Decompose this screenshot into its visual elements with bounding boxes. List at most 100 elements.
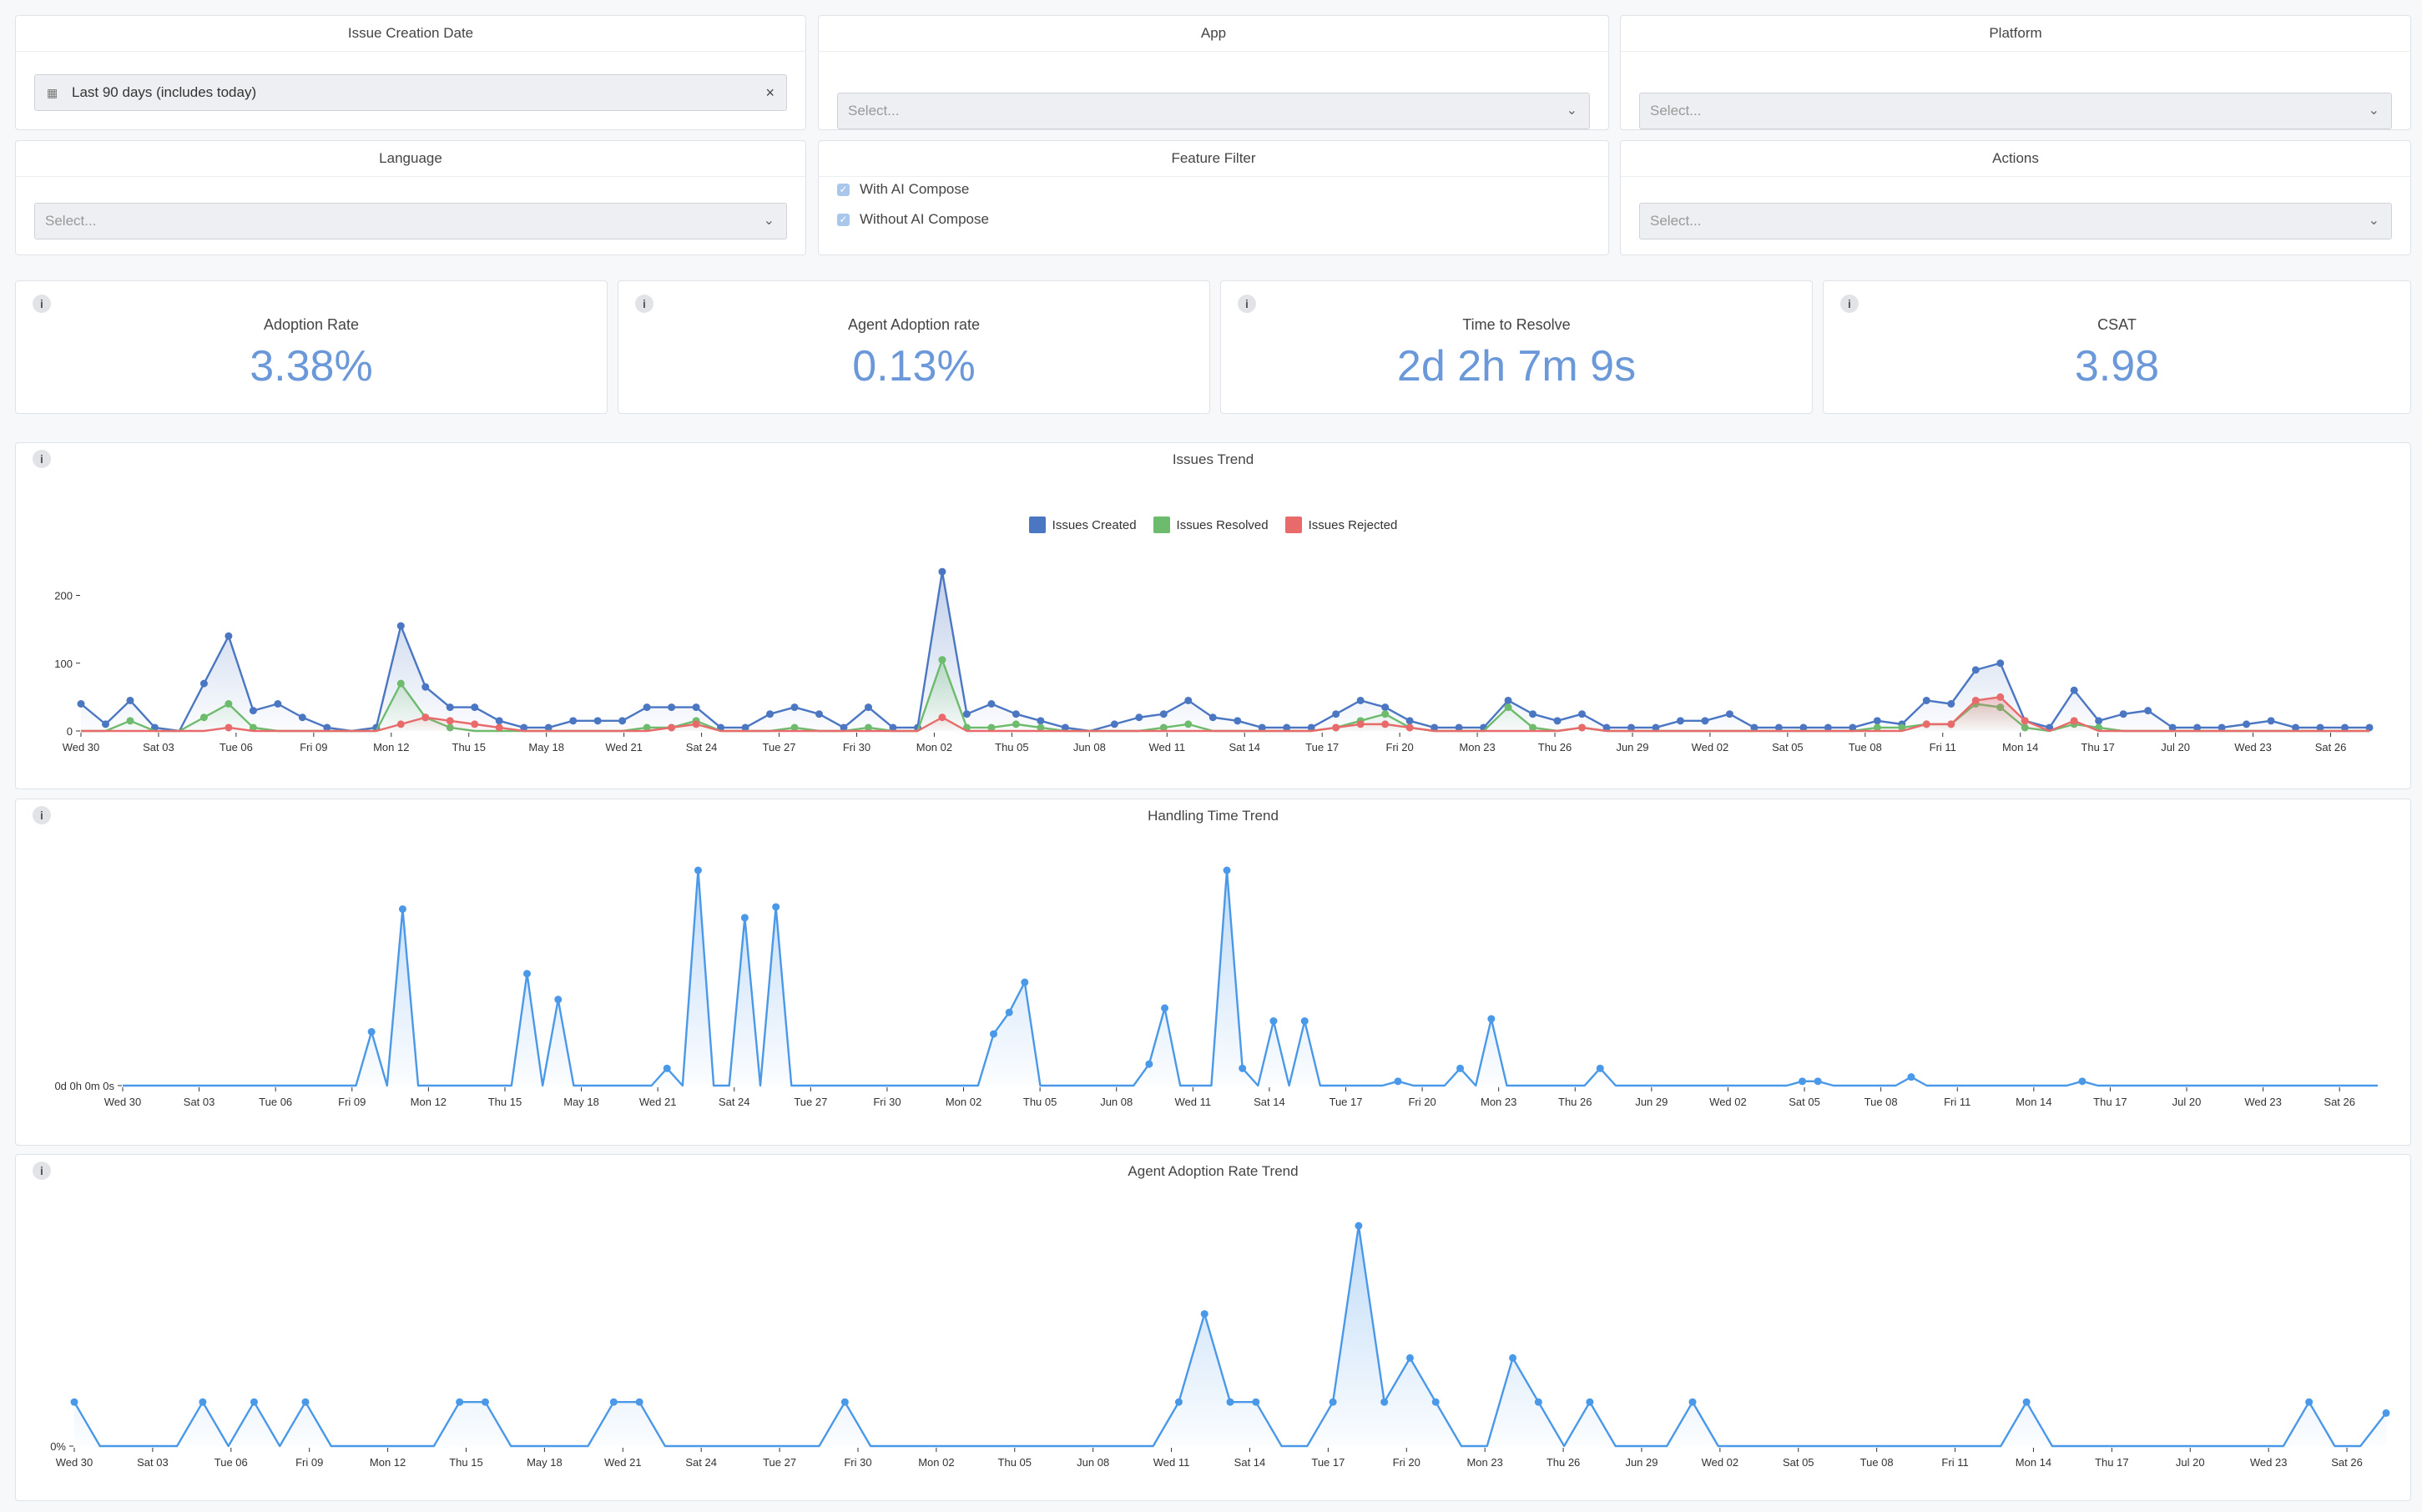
filter-title: Language [16,141,805,177]
data-point [1602,723,1611,732]
select-placeholder: Select... [1650,103,1702,118]
x-tick-label: Wed 21 [605,741,643,753]
data-point [1332,710,1340,718]
data-point [987,723,996,732]
data-point [663,1064,671,1072]
data-point [495,723,503,732]
checkbox-without-ai-compose[interactable]: ✓ Without AI Compose [837,211,989,228]
x-tick-label: Mon 14 [2016,1096,2051,1108]
checkbox-label: With AI Compose [860,181,970,197]
data-point [889,723,897,732]
calendar-icon: ▦ [47,86,58,99]
data-point [1627,723,1635,732]
x-tick-label: Mon 02 [918,1456,954,1469]
data-point [1184,696,1193,704]
data-point [987,700,996,708]
x-tick-label: Thu 26 [1538,741,1572,753]
legend-swatch [1153,517,1170,533]
y-tick-label: 100 [54,658,73,670]
data-point [1596,1064,1604,1072]
legend-item-created[interactable]: Issues Created [1028,517,1137,533]
data-point [1381,703,1390,712]
close-icon[interactable]: × [765,84,775,101]
chart-legend: Issues Created Issues Resolved Issues Re… [16,517,2410,533]
data-point [2243,720,2251,728]
data-point [1380,1398,1389,1406]
x-tick-label: Tue 27 [763,741,796,753]
data-point [1332,723,1340,732]
x-tick-label: Thu 05 [1023,1096,1057,1108]
x-tick-label: Wed 30 [63,741,100,753]
filter-feature: Feature Filter ✓ With AI Compose ✓ Witho… [818,140,1609,255]
legend-item-rejected[interactable]: Issues Rejected [1284,517,1397,533]
kpi-agent-adoption-rate: i Agent Adoption rate 0.13% [618,280,1210,414]
data-point [2078,1077,2086,1086]
data-point [635,1398,643,1406]
data-point [554,995,563,1004]
info-icon[interactable]: i [1238,295,1256,313]
data-point [522,970,531,978]
data-point [1824,723,1832,732]
filter-title: App [819,16,1608,52]
select-placeholder: Select... [45,213,97,229]
data-point [1529,723,1537,732]
data-point [1307,723,1315,732]
kpi-label: Adoption Rate [263,316,360,333]
info-icon[interactable]: i [33,295,51,313]
data-point [938,567,946,576]
x-tick-label: Thu 17 [2095,1456,2128,1469]
data-point [396,720,405,728]
handling-time-trend-chart: 0d 0h 0m 0s Wed 30 Sat 03 Tue 06 Fri 09 Mon 1… [54,866,2378,1108]
data-point [1688,1398,1697,1406]
actions-select[interactable]: Select... ⌄ [1639,203,2392,239]
x-tick-label: Wed 02 [1702,1456,1739,1469]
info-icon[interactable]: i [1840,295,1859,313]
data-point [1676,717,1684,725]
language-select[interactable]: Select... ⌄ [34,203,787,239]
data-point [1021,978,1029,986]
checkbox-with-ai-compose[interactable]: ✓ With AI Compose [837,181,969,198]
info-icon[interactable]: i [635,295,653,313]
kpi-label: CSAT [2097,316,2137,333]
x-tick-label: Jun 29 [1616,741,1648,753]
info-icon[interactable]: i [33,450,51,468]
data-point [2341,723,2349,732]
data-point [1012,720,1020,728]
date-range-input[interactable]: ▦ Last 90 days (includes today) × [34,74,787,111]
data-point [398,905,406,913]
data-point [815,710,824,718]
x-tick-label: Fri 20 [1393,1456,1420,1469]
legend-label: Issues Created [1052,517,1137,532]
x-tick-label: Sat 03 [137,1456,169,1469]
checkbox-checked-icon[interactable]: ✓ [837,183,850,196]
data-point [938,656,946,664]
app-select[interactable]: Select... ⌄ [837,93,1590,129]
data-point [1356,720,1365,728]
chevron-down-icon: ⌄ [763,214,775,228]
x-tick-label: Tue 06 [214,1456,248,1469]
x-tick-label: Wed 23 [2244,1096,2282,1108]
data-point [2119,710,2127,718]
info-icon[interactable]: i [33,806,51,824]
data-point [1226,1398,1234,1406]
data-point [1012,710,1020,718]
data-point [1355,1222,1363,1230]
data-point [2193,723,2202,732]
data-point [2070,717,2078,725]
info-icon[interactable]: i [33,1162,51,1180]
legend-item-resolved[interactable]: Issues Resolved [1153,517,1269,533]
data-point [1996,693,2005,701]
kpi-value: 2d 2h 7m 9s [1396,342,1637,391]
x-tick-label: Wed 23 [2250,1456,2288,1469]
filter-title: Issue Creation Date [16,16,805,52]
checkbox-checked-icon[interactable]: ✓ [837,213,850,226]
x-tick-label: Fri 09 [295,1456,323,1469]
legend-label: Issues Resolved [1176,517,1269,532]
checkbox-label: Without AI Compose [860,211,989,227]
data-point [2267,717,2275,725]
data-point [1110,720,1118,728]
platform-select[interactable]: Select... ⌄ [1639,93,2392,129]
data-point [2095,717,2103,725]
data-point [643,723,651,732]
x-tick-label: Fri 30 [844,1456,871,1469]
